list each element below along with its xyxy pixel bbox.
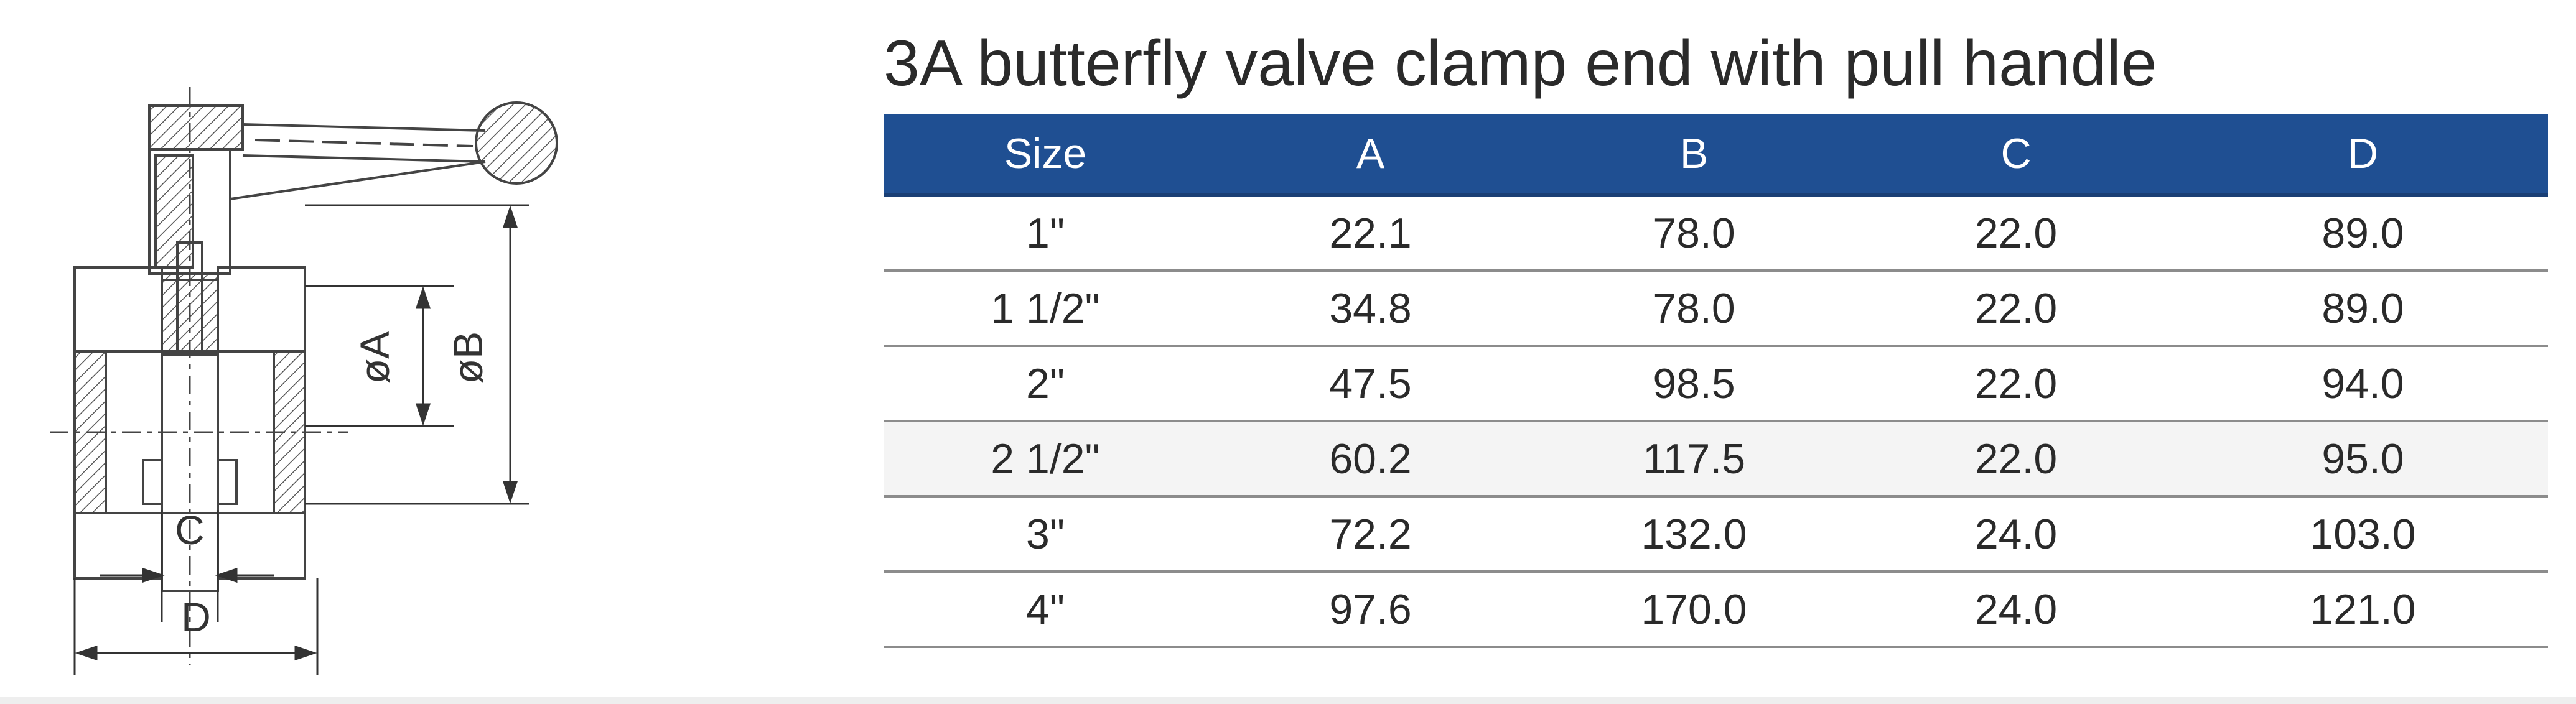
cell-a: 34.8 bbox=[1207, 271, 1534, 347]
cell-b: 78.0 bbox=[1534, 195, 1854, 272]
cell-b: 170.0 bbox=[1534, 572, 1854, 648]
cell-c: 22.0 bbox=[1854, 421, 2178, 498]
cell-size: 4" bbox=[884, 572, 1207, 648]
dim-a-label: øA bbox=[352, 331, 398, 384]
table-row: 1" 22.1 78.0 22.0 89.0 bbox=[884, 195, 2548, 272]
cell-a: 72.2 bbox=[1207, 496, 1534, 573]
table-row: 4" 97.6 170.0 24.0 121.0 bbox=[884, 572, 2548, 648]
cell-b: 78.0 bbox=[1534, 271, 1854, 347]
cell-d: 103.0 bbox=[2178, 496, 2548, 573]
dim-c-label: C bbox=[175, 507, 205, 553]
cell-a: 47.5 bbox=[1207, 346, 1534, 422]
cell-size: 2 1/2" bbox=[884, 421, 1207, 498]
cell-d: 94.0 bbox=[2178, 346, 2548, 422]
valve-technical-drawing: øA øB C D bbox=[37, 75, 722, 684]
cell-c: 22.0 bbox=[1854, 195, 2178, 272]
valve-drawing-svg: øA øB C D bbox=[50, 87, 558, 675]
cell-size: 3" bbox=[884, 496, 1207, 573]
cell-d: 89.0 bbox=[2178, 271, 2548, 347]
header-size: Size bbox=[884, 114, 1207, 197]
table-header-row: Size A B C D bbox=[884, 114, 2548, 197]
table-row: 2" 47.5 98.5 22.0 94.0 bbox=[884, 346, 2548, 422]
cell-a: 97.6 bbox=[1207, 572, 1534, 648]
valve-outline bbox=[50, 87, 558, 665]
table-row: 3" 72.2 132.0 24.0 103.0 bbox=[884, 496, 2548, 573]
cell-d: 121.0 bbox=[2178, 572, 2548, 648]
header-c: C bbox=[1854, 114, 2178, 197]
cell-d: 89.0 bbox=[2178, 195, 2548, 272]
dim-d-label: D bbox=[181, 594, 211, 640]
cell-c: 22.0 bbox=[1854, 271, 2178, 347]
page-title: 3A butterfly valve clamp end with pull h… bbox=[884, 27, 2157, 100]
cell-size: 2" bbox=[884, 346, 1207, 422]
header-a: A bbox=[1207, 114, 1534, 197]
cell-c: 24.0 bbox=[1854, 496, 2178, 573]
bottom-divider bbox=[0, 697, 2576, 704]
cell-b: 98.5 bbox=[1534, 346, 1854, 422]
cell-c: 24.0 bbox=[1854, 572, 2178, 648]
cell-a: 60.2 bbox=[1207, 421, 1534, 498]
cell-b: 132.0 bbox=[1534, 496, 1854, 573]
dimension-lines bbox=[73, 204, 529, 675]
cell-b: 117.5 bbox=[1534, 421, 1854, 498]
cell-c: 22.0 bbox=[1854, 346, 2178, 422]
cell-a: 22.1 bbox=[1207, 195, 1534, 272]
cell-d: 95.0 bbox=[2178, 421, 2548, 498]
dim-b-label: øB bbox=[445, 331, 491, 384]
header-d: D bbox=[2178, 114, 2548, 197]
dimension-table: Size A B C D 1" 22.1 78.0 22.0 89.0 1 1/… bbox=[884, 114, 2548, 648]
table-row: 2 1/2" 60.2 117.5 22.0 95.0 bbox=[884, 421, 2548, 498]
cell-size: 1" bbox=[884, 195, 1207, 272]
header-b: B bbox=[1534, 114, 1854, 197]
table-row: 1 1/2" 34.8 78.0 22.0 89.0 bbox=[884, 271, 2548, 347]
cell-size: 1 1/2" bbox=[884, 271, 1207, 347]
